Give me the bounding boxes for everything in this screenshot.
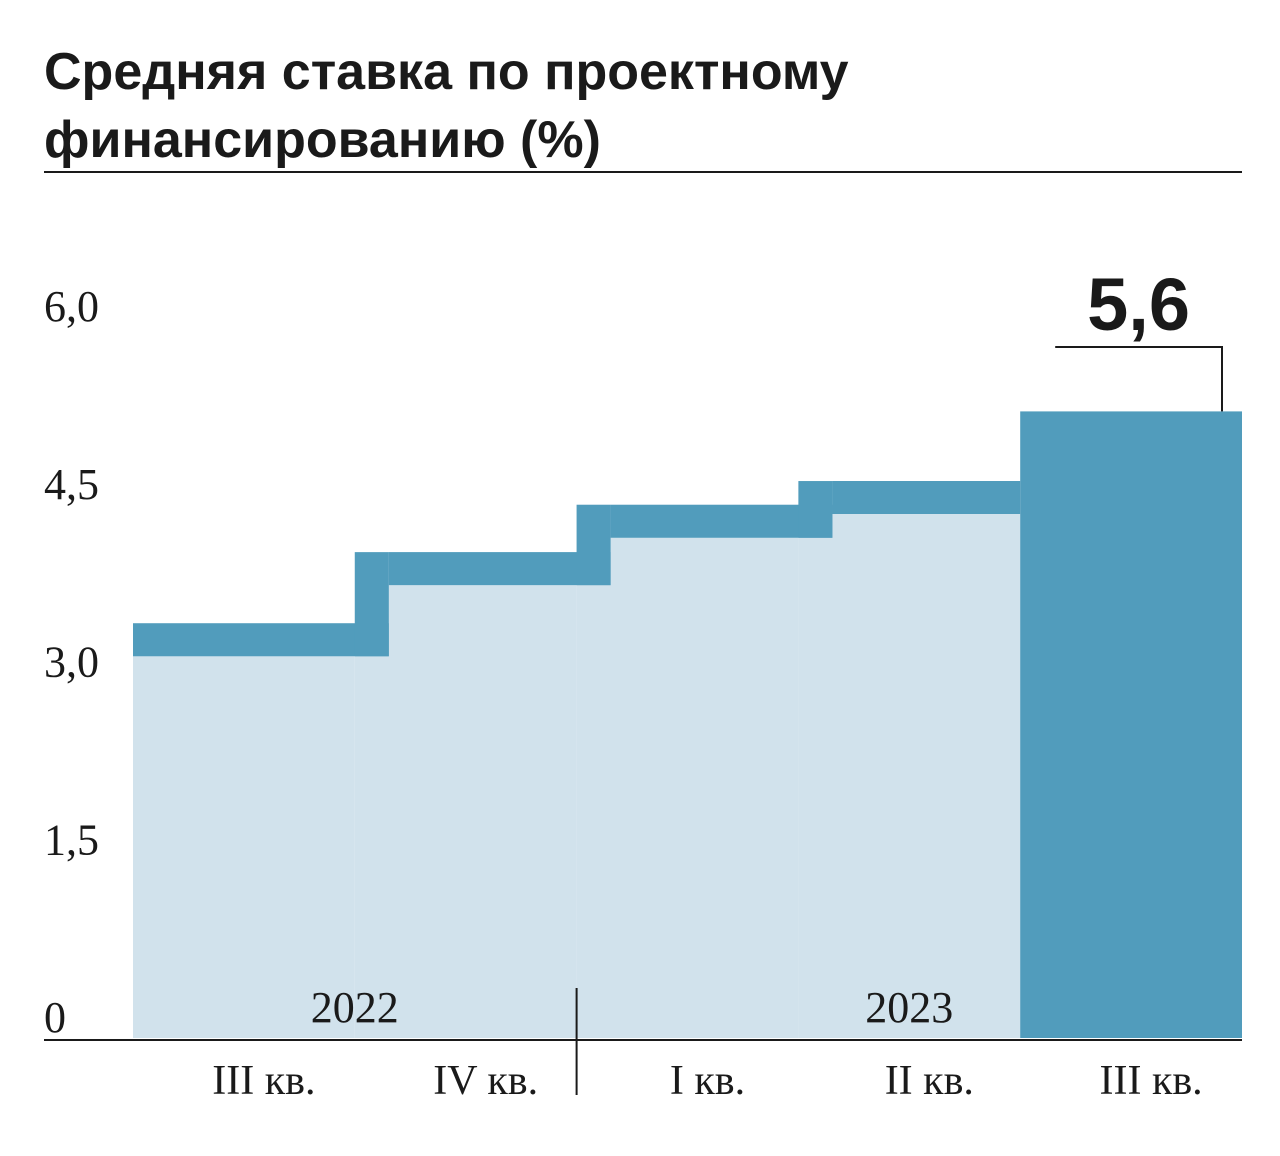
year-label: 2023 (865, 983, 953, 1032)
bar-band-3 (832, 481, 1021, 515)
bar-fill-0 (133, 623, 355, 1038)
bar-fill-2 (576, 504, 799, 1038)
bar-highlight (1020, 411, 1242, 1038)
y-tick-label: 6,0 (44, 282, 99, 331)
x-tick-label: IV кв. (433, 1058, 538, 1104)
x-tick-label: I кв. (670, 1058, 745, 1104)
y-tick-label: 3,0 (44, 638, 99, 687)
title-rule (44, 171, 1242, 173)
chart-title: Средняя ставка по проектному финансирова… (44, 43, 849, 169)
x-tick-label: III кв. (1099, 1058, 1202, 1104)
year-label: 2022 (311, 983, 399, 1032)
callout-value-label: 5,6 (1087, 263, 1190, 346)
bar-band-1 (388, 552, 611, 586)
bar-band-riser-2 (798, 481, 833, 538)
y-tick-label: 0 (44, 993, 66, 1042)
bar-band-riser-0 (354, 552, 389, 657)
x-tick-label: II кв. (885, 1058, 974, 1104)
bar-band-0 (133, 623, 389, 657)
bar-band-riser-1 (576, 504, 611, 586)
x-tick-label: III кв. (212, 1058, 315, 1104)
bar-band-2 (610, 504, 833, 538)
y-tick-label: 4,5 (44, 460, 99, 509)
bar-fill-3 (798, 481, 1021, 1038)
bar-fill-1 (354, 552, 577, 1038)
callout-bracket (1055, 346, 1223, 412)
y-tick-label: 1,5 (44, 815, 99, 864)
